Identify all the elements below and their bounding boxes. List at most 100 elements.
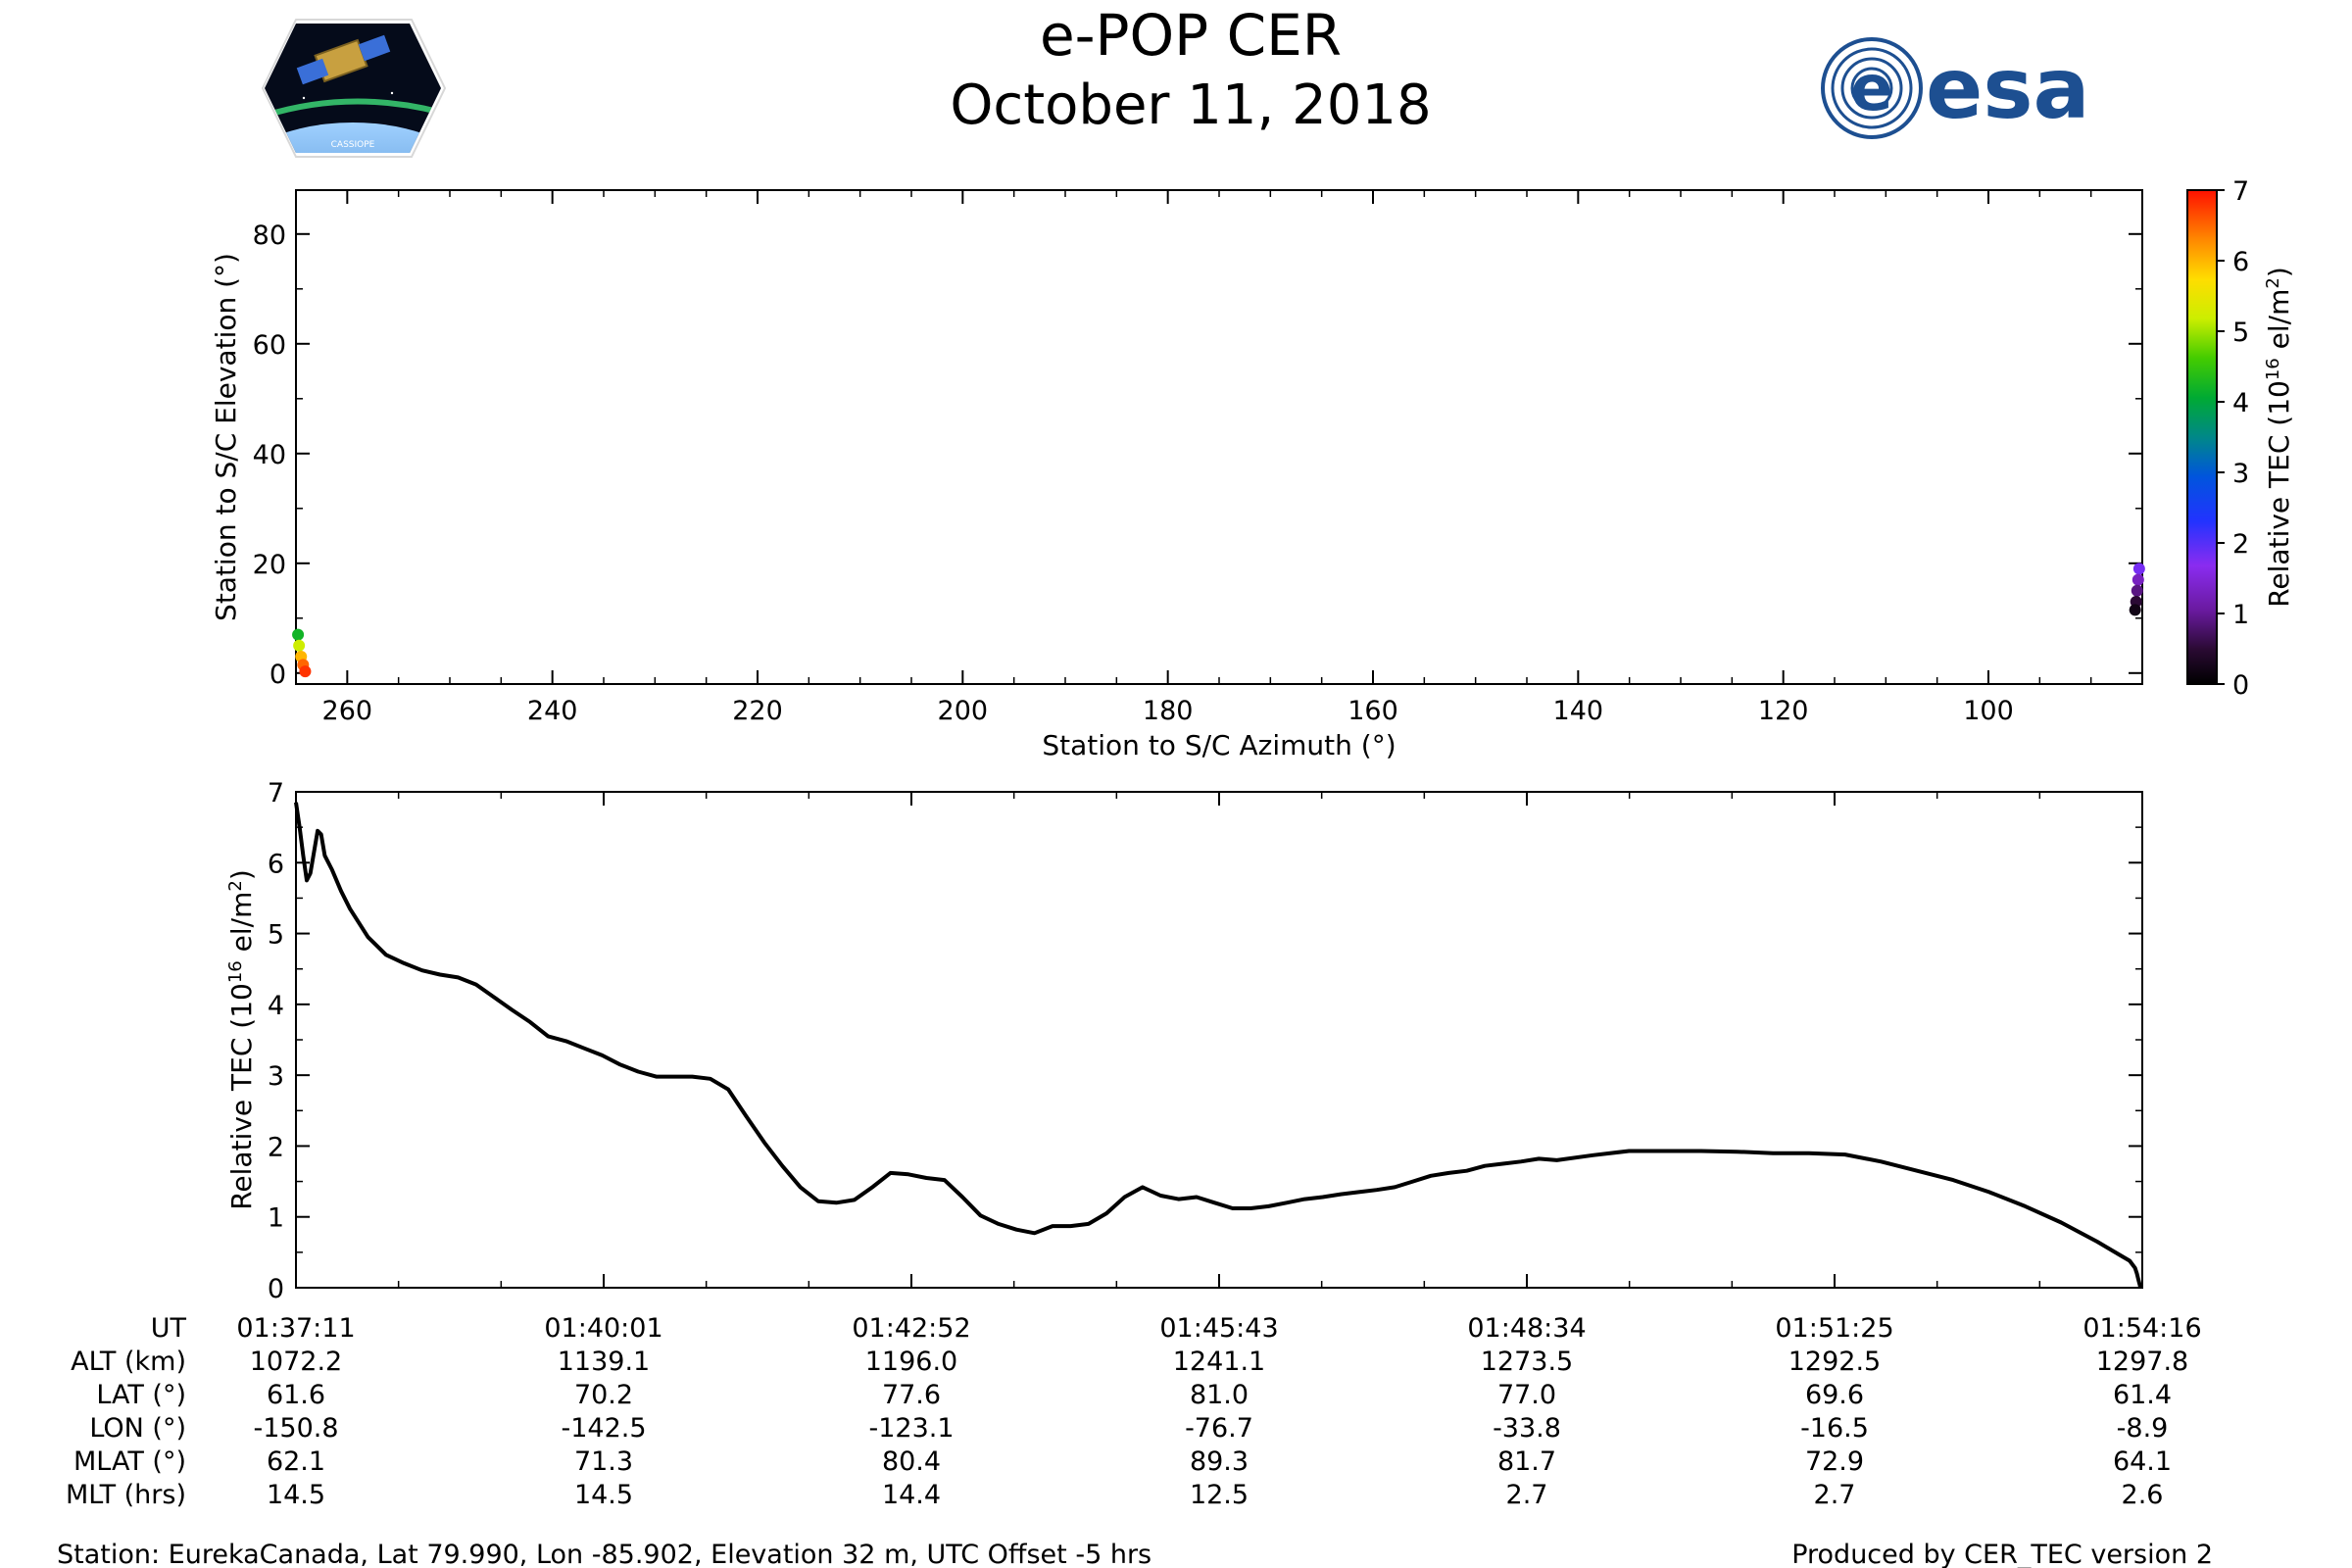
colorbar-label-unit: el/m: [2263, 289, 2295, 359]
azel-ytick-label: 80: [253, 220, 286, 251]
orbit-row-label: ALT (km): [71, 1347, 186, 1377]
tec-ytick-label: 4: [268, 991, 284, 1021]
tec-ylabel-exp: 16: [225, 960, 246, 983]
orbit-cell: 1196.0: [865, 1347, 957, 1377]
tec-ylabel-close: ): [225, 869, 258, 880]
orbit-cell: 01:54:16: [2082, 1313, 2201, 1344]
cassiope-logo: CASSIOPE: [261, 19, 447, 158]
esa-logo: e esa: [1821, 37, 2090, 139]
orbit-cell: -150.8: [253, 1413, 338, 1444]
azel-ytick-label: 0: [270, 660, 286, 690]
orbit-row-label: LAT (°): [96, 1380, 186, 1410]
orbit-cell: 14.5: [267, 1480, 325, 1510]
colorbar-ticks: 0 1 2 3 4 5 6 7: [2217, 176, 2249, 701]
colorbar-tick-label: 1: [2232, 600, 2249, 630]
orbit-cell: 1072.2: [250, 1347, 342, 1377]
orbit-cell: 71.3: [574, 1446, 633, 1477]
azel-ylabel: Station to S/C Elevation (°): [210, 253, 242, 621]
orbit-cell: 01:48:34: [1467, 1313, 1586, 1344]
colorbar-tick-label: 4: [2232, 388, 2249, 418]
colorbar-gradient: [2186, 189, 2218, 685]
azel-xlabel: Station to S/C Azimuth (°): [1042, 729, 1396, 761]
tec-ylabel-unit-exp: 2: [225, 880, 246, 891]
azel-data-point: [2131, 584, 2143, 597]
figure-title: e-POP CER: [1040, 2, 1342, 69]
azel-data-point: [2129, 604, 2141, 616]
esa-logo-e: e: [1850, 53, 1892, 125]
orbit-cell: -142.5: [561, 1413, 646, 1444]
tec-ytick-label: 0: [268, 1274, 284, 1304]
orbit-cell: -8.9: [2117, 1413, 2169, 1444]
azel-data-point: [2132, 563, 2145, 575]
orbit-cell: 62.1: [267, 1446, 325, 1477]
orbit-cell: 14.4: [882, 1480, 941, 1510]
tec-ytick-label: 1: [268, 1203, 284, 1234]
tec-ytick-label: 5: [268, 920, 284, 951]
orbit-cell: 61.4: [2113, 1380, 2172, 1410]
tec-plot-frame: [295, 791, 2143, 1289]
cassiope-logo-label: CASSIOPE: [331, 140, 375, 150]
colorbar-label-unit-exp: 2: [2263, 277, 2283, 288]
tec-ytick-label: 7: [268, 778, 284, 808]
azel-plot-frame: [295, 189, 2143, 685]
colorbar-tick-label: 5: [2232, 318, 2249, 348]
orbit-cell: 89.3: [1190, 1446, 1249, 1477]
azel-axis-ticks: 260 240 220 200 180 160 140 120 100 0 20 40 60 80: [253, 190, 2143, 726]
colorbar-label-close: ): [2263, 267, 2295, 277]
orbit-cell: 01:45:43: [1159, 1313, 1278, 1344]
azel-data-point: [293, 639, 306, 652]
orbit-cell: 1273.5: [1481, 1347, 1573, 1377]
colorbar-label-main: Relative TEC (10: [2263, 380, 2295, 608]
colorbar-label: Relative TEC (1016 el/m2): [2263, 267, 2296, 608]
azel-data-points: [292, 563, 2145, 678]
orbit-cell: 2.7: [1814, 1480, 1856, 1510]
orbit-cell: 12.5: [1190, 1480, 1249, 1510]
azel-panel: 260 240 220 200 180 160 140 120 100 0 20 40 60 80 Sta…: [210, 189, 2145, 761]
orbit-row-label: LON (°): [89, 1413, 186, 1444]
orbit-cell: 70.2: [574, 1380, 633, 1410]
tec-ytick-label: 3: [268, 1061, 284, 1092]
orbit-row-label: MLT (hrs): [66, 1480, 186, 1510]
orbit-cell: 64.1: [2113, 1446, 2172, 1477]
azel-ytick-label: 40: [253, 440, 286, 470]
orbit-cell: 69.6: [1805, 1380, 1864, 1410]
figure-date: October 11, 2018: [950, 74, 1431, 137]
orbit-cell: 01:37:11: [236, 1313, 355, 1344]
tec-ylabel: Relative TEC (1016 el/m2): [225, 869, 259, 1210]
esa-logo-text: esa: [1926, 40, 2090, 138]
orbit-cell: 81.0: [1190, 1380, 1249, 1410]
orbit-cell: 01:51:25: [1775, 1313, 1893, 1344]
orbit-cell: 2.6: [2122, 1480, 2164, 1510]
producer-info: Produced by CER_TEC version 2: [1791, 1540, 2213, 1568]
orbit-cell: -33.8: [1493, 1413, 1561, 1444]
orbit-cell: 1241.1: [1173, 1347, 1265, 1377]
orbit-cell: 1139.1: [558, 1347, 650, 1377]
orbit-cell: 77.6: [882, 1380, 941, 1410]
azel-xtick-label: 160: [1348, 696, 1398, 726]
tec-ylabel-unit: el/m: [225, 892, 258, 961]
azel-xtick-label: 180: [1143, 696, 1194, 726]
station-info: Station: EurekaCanada, Lat 79.990, Lon -…: [57, 1540, 1152, 1568]
orbit-cell: 61.6: [267, 1380, 325, 1410]
colorbar-tick-label: 7: [2232, 176, 2249, 207]
azel-xtick-label: 100: [1963, 696, 2014, 726]
azel-data-point: [2132, 573, 2144, 586]
azel-xtick-label: 120: [1758, 696, 1809, 726]
orbit-cell: 1297.8: [2096, 1347, 2188, 1377]
azel-xtick-label: 200: [938, 696, 989, 726]
orbit-cell: 01:40:01: [544, 1313, 662, 1344]
orbit-cell: 81.7: [1497, 1446, 1556, 1477]
colorbar-label-exp: 16: [2263, 358, 2283, 380]
colorbar-tick-label: 3: [2232, 459, 2249, 489]
orbit-cell: 1292.5: [1788, 1347, 1881, 1377]
tec-ylabel-main: Relative TEC (10: [225, 983, 258, 1210]
azel-xtick-label: 220: [732, 696, 783, 726]
orbit-cell: -76.7: [1185, 1413, 1253, 1444]
tec-ytick-label: 2: [268, 1132, 284, 1162]
orbit-cell: 80.4: [882, 1446, 941, 1477]
orbit-cell: 2.7: [1506, 1480, 1548, 1510]
azel-data-point: [292, 628, 305, 641]
